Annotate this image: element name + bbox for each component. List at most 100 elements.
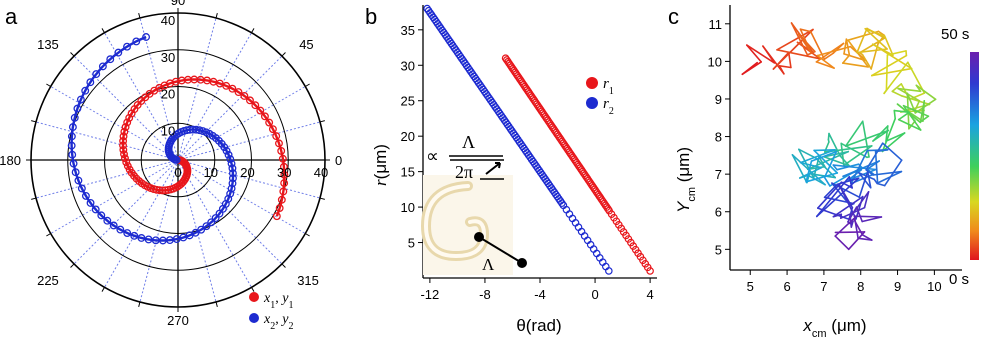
spiral-marker (228, 179, 237, 188)
radial-label-right-30: 30 (277, 165, 291, 180)
polar-tick-75 (215, 13, 218, 19)
trajectory-segment (847, 39, 870, 68)
trajectory-segment (885, 125, 889, 142)
trajectory-segment (799, 149, 836, 164)
spiral-marker (260, 112, 269, 121)
c-y-tick-label: 7 (715, 167, 722, 182)
spiral-marker (86, 198, 95, 207)
polar-tick-240 (101, 287, 105, 292)
b-marker-r2 (605, 267, 613, 275)
trajectory-segment (876, 182, 886, 187)
spiral-marker (234, 88, 243, 97)
trajectory-segment (891, 83, 903, 93)
panel-letter-a: a (5, 4, 18, 29)
spiral-marker (277, 195, 286, 204)
spiral-marker (122, 158, 131, 167)
c-x-tick-label: 6 (783, 279, 790, 294)
spiral-marker (121, 154, 129, 163)
trajectory-segment (828, 132, 841, 157)
trajectory-segment (866, 160, 881, 170)
spiral-marker (123, 42, 131, 51)
trajectory-segment (857, 237, 873, 241)
trajectory-segment (856, 27, 868, 54)
b-y-tick-label: 15 (401, 165, 415, 180)
spiral-marker (268, 125, 277, 134)
polar-tick-105 (138, 13, 141, 19)
c-y-tick-label: 10 (708, 54, 722, 69)
trajectory-segment (858, 170, 869, 198)
polar-tick-225 (70, 263, 75, 268)
spiral-marker (228, 164, 237, 173)
trajectory-segment (834, 231, 866, 234)
trajectory-segment (853, 215, 883, 218)
spiral-marker (67, 141, 76, 150)
trajectory-segment (847, 231, 866, 251)
spiral-marker (70, 113, 79, 122)
trajectory-segment (865, 142, 884, 171)
spiral-marker (227, 184, 236, 193)
colorbar-bottom-label: 0 s (949, 271, 969, 288)
b-x-tick-label: -4 (534, 287, 546, 302)
angle-label-315: 315 (297, 273, 319, 288)
spiral-marker (228, 174, 237, 183)
spiral-marker (73, 104, 82, 113)
spiral-marker (121, 123, 130, 132)
b-y-tick-label: 25 (401, 94, 415, 109)
b-x-tick-label: 0 (591, 287, 598, 302)
spiral-marker (246, 96, 254, 105)
spiral-marker (226, 189, 235, 198)
polar-tick-315 (281, 263, 286, 268)
polar-tick-15 (319, 120, 325, 123)
inset-endpoint-2 (517, 258, 527, 268)
trajectory-segment (772, 28, 814, 70)
panel-letter-c: c (668, 4, 679, 29)
trajectory-segment (799, 28, 812, 54)
trajectory-segment (885, 132, 906, 142)
spiral-marker (119, 132, 128, 141)
trajectory-segment (823, 156, 850, 167)
trajectory-segment (881, 132, 906, 153)
trajectory-segment (902, 104, 930, 117)
angle-label-180: 180 (0, 153, 21, 168)
legend-label-r1: r1 (603, 76, 614, 97)
spiral-marker (251, 101, 260, 110)
trajectory-segment (813, 149, 836, 152)
trajectory-segment (877, 30, 886, 37)
trajectory-segment (872, 170, 903, 176)
trajectory-segment (858, 37, 886, 54)
trajectory-segment (844, 129, 890, 147)
spiral-marker (106, 55, 115, 64)
trajectory-segment (873, 178, 879, 185)
radial-label-right-40: 40 (314, 165, 328, 180)
polar-tick-300 (251, 287, 255, 292)
spiral-marker (114, 48, 123, 57)
polar-tick-345 (319, 197, 325, 200)
radial-label-top-40: 40 (161, 13, 175, 28)
trajectory-segment (883, 61, 909, 95)
trajectory-segment (791, 154, 808, 184)
legend-label-x1y1: x1, y1 (263, 291, 293, 311)
spiral-inset: Λ (420, 175, 527, 275)
trajectory-segment (891, 90, 903, 97)
polar-tick-255 (138, 301, 141, 307)
b-y-tick-label: 30 (401, 58, 415, 73)
c-x-tick-label: 10 (927, 279, 941, 294)
trajectory-segment (913, 100, 921, 113)
trajectory-segment (870, 43, 879, 70)
trajectory-segment (864, 27, 888, 50)
trajectory-segment (813, 149, 839, 174)
angle-label-135: 135 (37, 37, 59, 52)
trajectory-segment (843, 38, 848, 55)
b-marker-r1 (604, 205, 612, 213)
spiral-marker (175, 181, 184, 190)
spiral-marker (275, 204, 284, 212)
trajectory-segment (798, 166, 823, 179)
radial-label-top-30: 30 (161, 50, 175, 65)
legend-label-x2y2: x2, y2 (263, 312, 293, 332)
spiral-marker (164, 186, 173, 194)
trajectory-segment (885, 54, 889, 91)
trajectory-segment (832, 195, 864, 218)
spiral-marker (98, 62, 107, 71)
spiral-marker (227, 159, 236, 168)
spiral-marker (97, 211, 106, 220)
